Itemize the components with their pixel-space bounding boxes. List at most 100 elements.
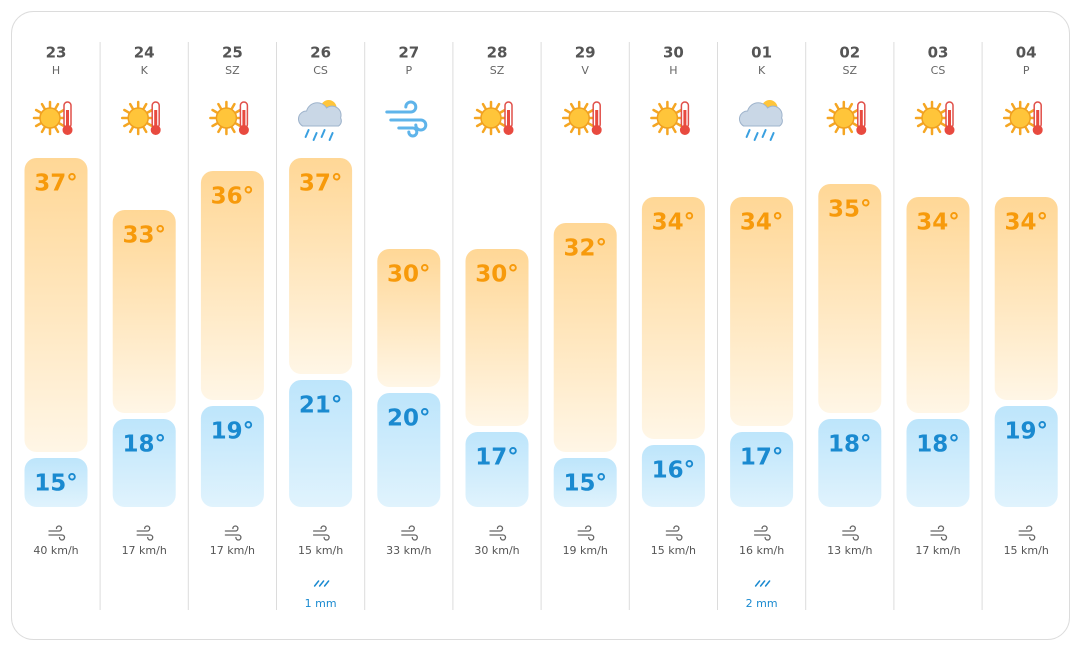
- sun-ray: [499, 108, 507, 114]
- sun-ray: [495, 126, 501, 134]
- sun-ray: [495, 102, 501, 110]
- wind-icon: [930, 525, 948, 541]
- low-bar: [730, 432, 794, 507]
- wind-gust: [397, 126, 419, 138]
- wind-icon: [842, 525, 859, 541]
- thermometer-level: [683, 110, 687, 128]
- sun: [215, 107, 238, 129]
- rain-icon: [313, 580, 320, 587]
- wind-icon: [1018, 525, 1036, 541]
- sun-ray: [146, 122, 154, 128]
- sun-ray: [499, 122, 507, 128]
- high-bar: [112, 210, 176, 413]
- rain-icon: [764, 580, 771, 587]
- sun-ray: [1024, 126, 1030, 134]
- day-column: 24 K 33° 18° 17 km/h: [99, 42, 176, 610]
- low-label: 21°: [299, 393, 343, 419]
- thermometer-level: [1036, 110, 1040, 128]
- sun-ray: [58, 122, 66, 128]
- rain-drop: [320, 129, 326, 138]
- sun-ray: [1010, 102, 1016, 110]
- sun-ray: [475, 122, 483, 128]
- thermometer-level: [242, 110, 246, 128]
- high-label: 32°: [563, 236, 607, 262]
- day-column: 28 SZ 30° 17° 30 km/h: [452, 42, 529, 610]
- rain-drop: [312, 132, 318, 141]
- high-bar: [289, 158, 353, 374]
- rain-drop: [761, 129, 767, 138]
- high-label: 37°: [34, 171, 78, 197]
- sun-ray: [128, 126, 134, 134]
- wind-gust: [385, 100, 418, 114]
- sun-ray: [583, 102, 589, 110]
- thermometer-bulb: [238, 125, 249, 135]
- low-label: 17°: [475, 445, 519, 471]
- sun: [480, 107, 502, 129]
- sun-ray: [34, 122, 42, 128]
- weather-icon: [650, 100, 690, 136]
- sun-ray: [54, 126, 60, 134]
- weather-icon: [914, 100, 955, 136]
- day-column: 04 P 34° 19° 15 km/h: [981, 42, 1058, 610]
- wind-icon: [48, 525, 66, 541]
- sun-ray: [1028, 122, 1036, 128]
- weekday: K: [758, 64, 766, 77]
- thermometer-level: [948, 110, 951, 128]
- date: 03: [928, 44, 949, 62]
- sun-ray: [936, 126, 942, 134]
- sun: [656, 107, 679, 129]
- sun-ray: [834, 126, 840, 134]
- low-label: 15°: [34, 471, 78, 497]
- high-bar: [994, 197, 1058, 400]
- sun-ray: [54, 102, 60, 110]
- high-label: 30°: [475, 262, 519, 288]
- date: 28: [487, 44, 508, 62]
- sun-ray: [211, 108, 219, 114]
- date: 25: [222, 44, 243, 62]
- weather-icon: [1002, 100, 1043, 136]
- sun-ray: [848, 126, 854, 134]
- low-bar: [112, 419, 176, 507]
- sun-ray: [1024, 102, 1030, 110]
- day-column: 25 SZ 36° 19° 17 km/h: [187, 42, 264, 610]
- low-bar: [818, 419, 882, 507]
- wind-speed: 40 km/h: [33, 544, 78, 557]
- weekday: CS: [313, 64, 328, 77]
- low-bar: [24, 458, 88, 507]
- weather-icon: [738, 100, 783, 141]
- sun-ray: [675, 122, 683, 128]
- date: 27: [398, 44, 419, 62]
- high-bar: [553, 223, 617, 452]
- rain-amount: 2 mm: [746, 597, 778, 610]
- weekday: CS: [931, 64, 946, 77]
- low-bar: [289, 380, 353, 507]
- thermometer-bulb: [1032, 125, 1043, 135]
- weekday: V: [581, 64, 589, 77]
- sun-ray: [916, 122, 924, 128]
- wind-speed: 17 km/h: [915, 544, 960, 557]
- wind-icon: [665, 525, 683, 541]
- low-bar: [994, 406, 1058, 507]
- day-column: 23 H 37° 15° 40 km/h: [24, 44, 88, 557]
- low-bar: [641, 445, 705, 507]
- cloud: [738, 102, 783, 127]
- sun-ray: [142, 126, 148, 134]
- high-bar: [24, 158, 88, 452]
- weather-icon: [209, 100, 249, 136]
- wind-gust: [389, 118, 428, 132]
- weekday: SZ: [490, 64, 505, 77]
- date: 23: [46, 44, 67, 62]
- sun-ray: [587, 108, 595, 114]
- sun-ray: [1010, 126, 1016, 134]
- sun-ray: [146, 108, 154, 114]
- thermometer-bulb: [591, 125, 602, 135]
- wind-icon: [401, 525, 418, 541]
- sun-ray: [658, 126, 664, 134]
- weather-icon: [32, 100, 73, 136]
- sun-ray: [652, 108, 660, 114]
- sun: [568, 107, 590, 129]
- sun-ray: [230, 102, 236, 110]
- sun-ray: [58, 108, 66, 114]
- sun-ray: [828, 108, 836, 114]
- date: 04: [1016, 44, 1037, 62]
